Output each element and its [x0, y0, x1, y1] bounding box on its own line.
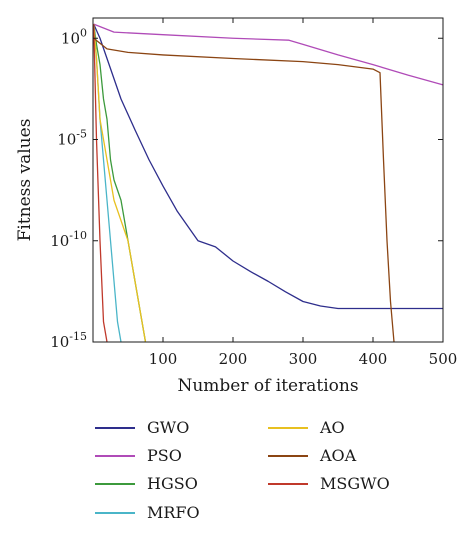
- y-tick-label: 10-10: [50, 229, 87, 250]
- y-tick-base: 10: [61, 29, 80, 47]
- series-line-aoa: [93, 37, 395, 343]
- y-tick-label: 10-15: [50, 330, 87, 351]
- series-line-pso: [93, 23, 444, 86]
- series-line-ao: [93, 24, 147, 343]
- y-tick-exponent: -15: [69, 330, 87, 343]
- x-tick-label: 200: [219, 350, 248, 368]
- y-axis-label: Fitness values: [15, 119, 35, 242]
- plot-frame: [92, 17, 444, 343]
- legend-label: PSO: [147, 446, 182, 465]
- y-tick-base: 10: [57, 131, 76, 149]
- legend-label: AO: [319, 418, 345, 437]
- y-tick-label: 10-5: [57, 128, 87, 149]
- x-tick-label: 400: [359, 350, 388, 368]
- x-axis-ticks: 100 200 300 400 500: [149, 18, 458, 368]
- legend-item-ao: AO: [268, 418, 345, 437]
- legend-label: MRFO: [147, 503, 200, 522]
- legend-label: AOA: [319, 446, 357, 465]
- x-tick-label: 100: [149, 350, 178, 368]
- legend-item-msgwo: MSGWO: [268, 474, 390, 493]
- legend-label: MSGWO: [320, 474, 390, 493]
- series-line-msgwo: [93, 24, 108, 343]
- x-axis-label: Number of iterations: [177, 376, 358, 396]
- y-tick-base: 10: [50, 333, 69, 351]
- legend-label: GWO: [147, 418, 189, 437]
- legend-item-gwo: GWO: [95, 418, 189, 437]
- legend: GWO PSO HGSO MRFO AO AOA MSGWO: [95, 418, 390, 522]
- x-tick-label: 300: [289, 350, 318, 368]
- y-tick-exponent: 0: [80, 26, 87, 39]
- series-line-gwo: [93, 23, 443, 310]
- legend-label: HGSO: [147, 474, 198, 493]
- series-layer: [93, 23, 444, 343]
- y-tick-label: 100: [61, 26, 87, 47]
- legend-item-pso: PSO: [95, 446, 182, 465]
- y-tick-exponent: -5: [76, 128, 87, 141]
- legend-item-aoa: AOA: [268, 446, 357, 465]
- legend-item-mrfo: MRFO: [95, 503, 200, 522]
- y-tick-base: 10: [50, 232, 69, 250]
- legend-item-hgso: HGSO: [95, 474, 198, 493]
- y-tick-exponent: -10: [69, 229, 87, 242]
- x-tick-label: 500: [429, 350, 458, 368]
